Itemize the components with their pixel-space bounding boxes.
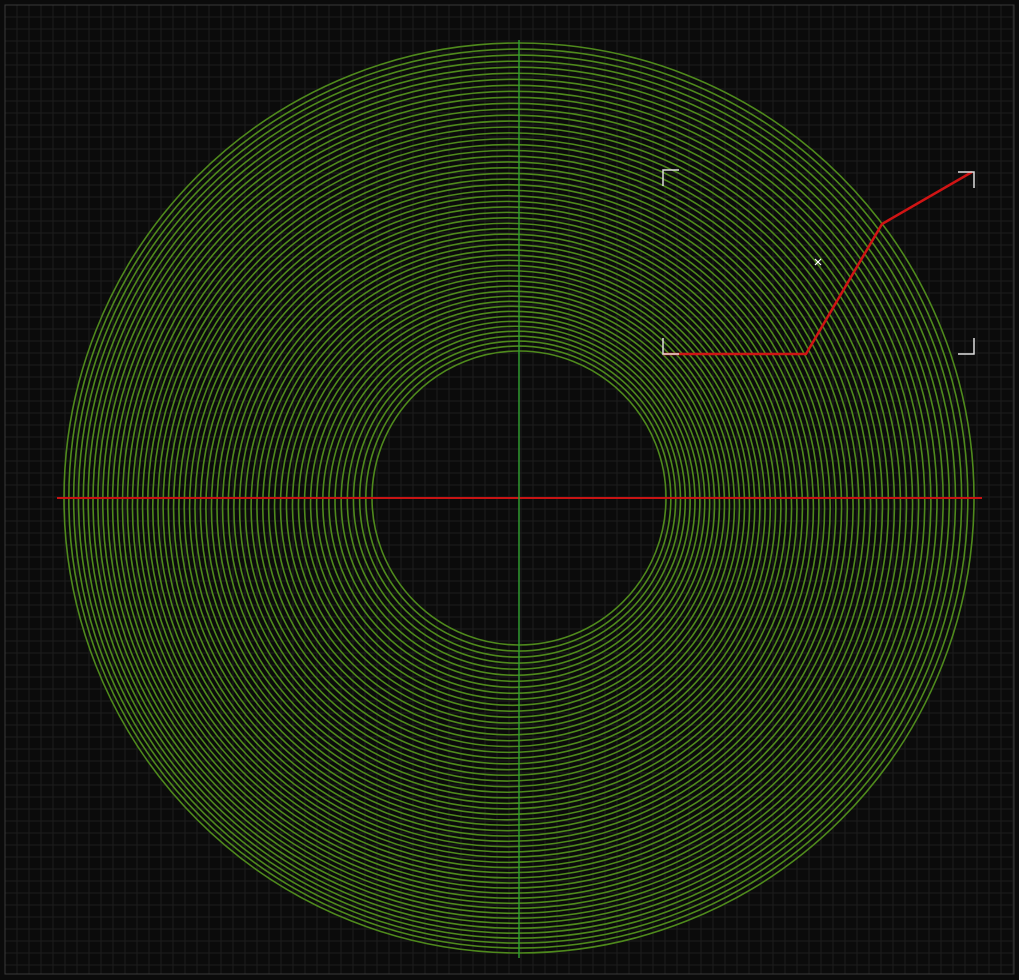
ring bbox=[227, 227, 788, 788]
ring bbox=[261, 259, 756, 754]
bracket bbox=[662, 169, 679, 186]
ring bbox=[121, 114, 902, 894]
ring bbox=[116, 108, 908, 900]
ring bbox=[146, 143, 872, 869]
ring bbox=[111, 102, 914, 905]
ring bbox=[315, 305, 711, 701]
ring bbox=[352, 335, 682, 664]
ring bbox=[162, 161, 854, 853]
ring bbox=[194, 195, 820, 821]
ring bbox=[334, 320, 696, 683]
ring bbox=[256, 254, 761, 759]
ring bbox=[178, 178, 837, 837]
ring bbox=[346, 330, 687, 671]
viewport-frame bbox=[4, 4, 1015, 975]
ring bbox=[279, 275, 741, 736]
ring bbox=[216, 217, 798, 799]
ring bbox=[244, 243, 772, 771]
ring bbox=[136, 132, 884, 879]
ring bbox=[303, 295, 721, 713]
ring bbox=[273, 269, 746, 742]
ring bbox=[205, 206, 809, 810]
ring bbox=[250, 249, 766, 765]
ring bbox=[82, 66, 951, 935]
ring bbox=[172, 172, 843, 843]
ring bbox=[126, 120, 896, 889]
ring bbox=[297, 290, 726, 718]
ring bbox=[210, 211, 804, 805]
ring bbox=[77, 60, 957, 939]
ring bbox=[358, 340, 677, 658]
bracket bbox=[958, 171, 975, 188]
ring bbox=[340, 325, 691, 677]
ring bbox=[309, 300, 716, 707]
ring bbox=[238, 238, 777, 777]
selection-brackets bbox=[662, 169, 975, 355]
ring bbox=[101, 90, 926, 915]
bracket bbox=[958, 338, 975, 355]
ring bbox=[72, 54, 963, 944]
ring bbox=[183, 183, 832, 832]
cursor-stroke bbox=[814, 258, 822, 266]
ring bbox=[167, 166, 849, 848]
ring bbox=[267, 264, 751, 748]
ring bbox=[221, 222, 793, 794]
ring bbox=[285, 280, 736, 730]
ring bbox=[328, 315, 701, 689]
ring bbox=[291, 285, 731, 724]
ring bbox=[106, 96, 920, 910]
bracket bbox=[662, 338, 679, 355]
cursor-marker bbox=[814, 258, 822, 266]
ring bbox=[188, 189, 826, 827]
ring bbox=[97, 84, 932, 920]
ring bbox=[141, 137, 878, 874]
ring bbox=[92, 78, 938, 925]
ring bbox=[321, 310, 706, 695]
ring bbox=[157, 155, 860, 858]
ring bbox=[131, 126, 890, 884]
ring bbox=[87, 72, 944, 930]
leader-line[interactable] bbox=[663, 170, 973, 356]
ring bbox=[199, 200, 815, 816]
ring bbox=[151, 149, 866, 864]
ring bbox=[233, 233, 782, 782]
